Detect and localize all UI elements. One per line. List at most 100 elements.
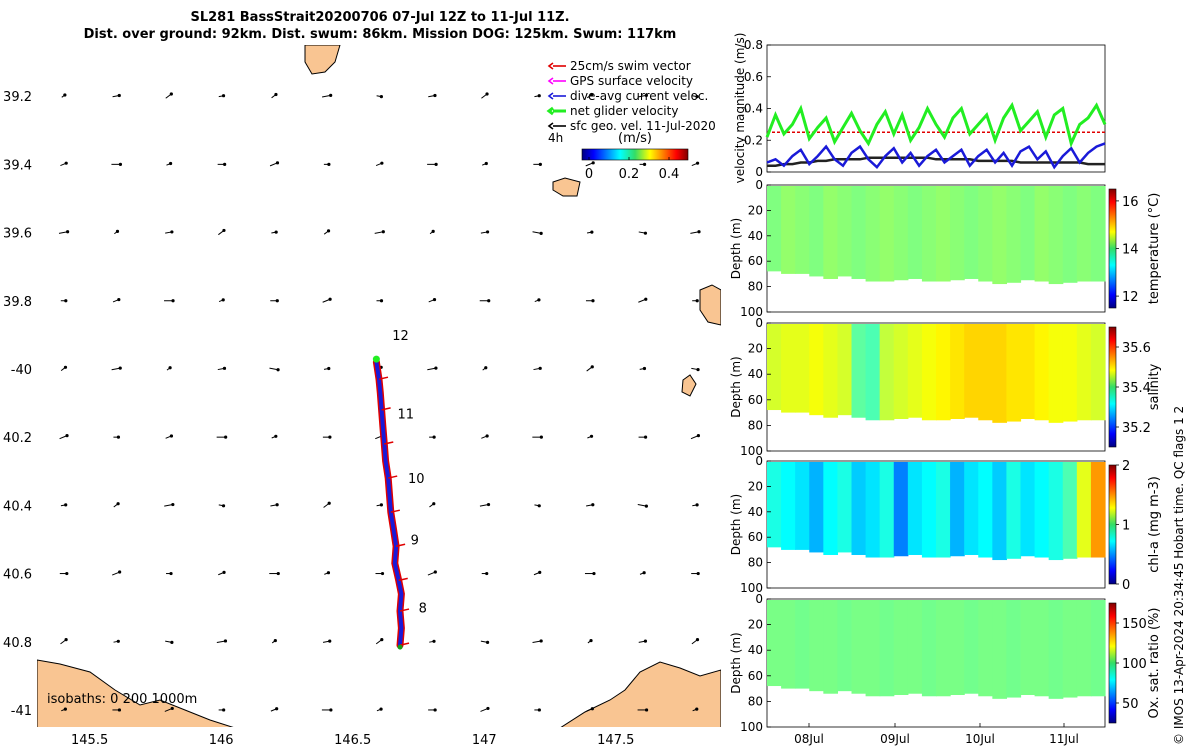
oxygen-saturation-colorbar <box>1108 602 1117 724</box>
section-column <box>1034 324 1050 421</box>
section-column <box>1034 186 1050 282</box>
section-column <box>767 324 782 411</box>
swim-vector-arrow <box>390 509 401 513</box>
section-column <box>893 462 909 557</box>
sfc-geo-arrow-head <box>432 297 437 302</box>
swim-vector-arrow <box>388 475 398 479</box>
swim-vector-arrow <box>399 608 410 612</box>
map-x-tick: 145.5 <box>71 733 108 748</box>
sfc-geo-arrow-head <box>327 366 331 371</box>
red-arrow-head-icon <box>547 62 554 70</box>
sfc-geo-arrow-head <box>538 366 542 370</box>
section-column <box>1062 324 1078 422</box>
depth-tick-label: 40 <box>748 505 763 519</box>
sfc-geo-arrow-head <box>433 708 437 712</box>
section-column <box>865 186 881 282</box>
section-column <box>767 186 782 272</box>
section-column <box>781 462 796 550</box>
sfc-geo-arrow-head <box>589 434 594 438</box>
section-column <box>921 600 937 697</box>
land-north-island <box>304 45 341 75</box>
current-velocity-line <box>766 142 1106 170</box>
depth-tick-label: 20 <box>748 342 763 356</box>
sfc-geo-arrow-head <box>329 708 333 712</box>
depth-axis-label: Depth (m) <box>729 218 743 279</box>
sfc-geo-arrow-head <box>63 93 67 97</box>
time-tick-label: 08Jul <box>794 732 824 746</box>
sfc-geo-arrow-head <box>433 93 437 98</box>
sfc-geo-arrow-head <box>379 707 383 711</box>
green-arrow-head-icon <box>546 106 554 116</box>
section-column <box>936 324 951 421</box>
section-column <box>1062 462 1078 559</box>
sfc-geo-arrow-head <box>116 639 120 643</box>
net-velocity-line <box>765 101 1107 149</box>
land-flinders-island <box>699 284 721 326</box>
section-column <box>893 600 909 695</box>
sfc-geo-arrow-head <box>64 638 68 642</box>
velocity-y-tick-label: 0.4 <box>744 102 763 116</box>
sfc-geo-arrow-head <box>274 230 278 234</box>
section-column <box>823 324 839 418</box>
depth-tick-label: 100 <box>740 305 763 319</box>
sfc-geo-arrow-head <box>273 638 277 643</box>
section-column <box>851 600 867 694</box>
depth-tick-label: 60 <box>748 254 763 268</box>
section-column <box>1020 462 1036 557</box>
sfc-geo-arrow-head <box>695 503 699 507</box>
section-column <box>1076 462 1092 558</box>
section-column <box>1090 186 1106 282</box>
velocity-y-tick-label: 0 <box>755 165 763 179</box>
sfc-geo-arrow-head <box>538 162 542 166</box>
section-column <box>978 600 993 697</box>
swim-vector-arrow <box>378 376 389 380</box>
section-column <box>936 186 951 282</box>
sfc-geo-arrow-head <box>224 435 228 439</box>
depth-tick-label: 40 <box>748 229 763 243</box>
sfc-geo-arrow-head <box>170 706 174 711</box>
sfc-geo-arrow-head <box>484 161 488 166</box>
section-column <box>879 462 895 558</box>
sfc-geo-arrow-head <box>169 434 174 438</box>
velocity-y-ticks: 0 0.2 0.4 0.6 0.8 <box>744 38 771 179</box>
depth-tick-label: 0 <box>755 316 763 330</box>
section-column <box>1020 600 1036 695</box>
sfc-geo-arrow-head <box>434 162 438 166</box>
sfc-geo-arrow-head <box>590 92 594 97</box>
sfc-geo-arrow-head <box>485 92 489 96</box>
map-y-tick: 40.4 <box>3 499 32 514</box>
section-column <box>1076 600 1092 697</box>
depth-tick-label: 20 <box>748 618 763 632</box>
sfc-geo-arrow-head <box>221 504 226 508</box>
section-column <box>851 324 867 418</box>
sfc-geo-arrow-head <box>537 504 541 508</box>
time-axis: 08Jul 09Jul 10Jul 11Jul <box>794 723 1079 746</box>
sfc-geo-arrow-head <box>275 161 280 165</box>
sfc-geo-arrow-head <box>117 708 122 712</box>
colorbar-tick-label: 150 <box>1122 617 1147 632</box>
section-column <box>781 324 796 413</box>
depth-tick-label: 80 <box>748 418 763 432</box>
sfc-geo-arrow-head <box>327 162 331 166</box>
section-column <box>992 186 1008 285</box>
section-column <box>809 324 824 416</box>
sfc-geo-arrow-head <box>486 502 491 507</box>
colorbar-tick-label: 100 <box>1122 657 1147 672</box>
oxygen-saturation-section-panel: 0 20 40 60 80 100 Depth (m) 50 100 150 Ox. sat. ra… <box>729 592 1162 734</box>
blue-arrow-head-icon <box>547 92 554 100</box>
sfc-geo-arrow-head <box>221 94 226 98</box>
depth-tick-label: 60 <box>748 393 763 407</box>
section-column <box>781 600 796 689</box>
colorbar-tick-label: 12 <box>1122 290 1139 305</box>
velocity-y-tick-label: 0.8 <box>744 38 763 52</box>
section-column <box>1006 600 1022 698</box>
legend-label: sfc geo. vel. 11-Jul-2020 <box>570 119 716 133</box>
current-velocity-track <box>374 360 404 648</box>
section-column <box>1048 462 1064 561</box>
track-start-marker <box>397 644 403 650</box>
section-column <box>823 600 839 694</box>
map-y-tick: 40.2 <box>3 431 32 446</box>
colorbar-tick-label: 0.4 <box>659 167 680 182</box>
section-column <box>837 462 853 553</box>
